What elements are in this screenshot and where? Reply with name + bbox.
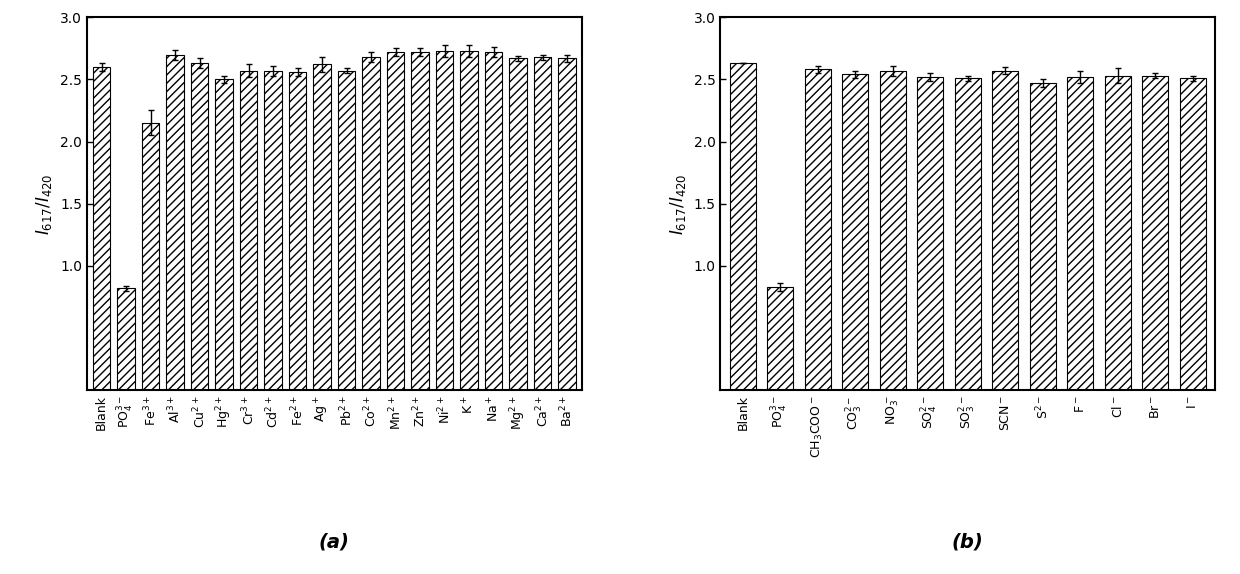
Text: (b): (b) <box>952 532 983 551</box>
Bar <box>387 52 404 390</box>
Bar <box>842 75 868 390</box>
Bar <box>955 78 981 390</box>
Bar <box>879 71 906 390</box>
Bar <box>166 55 184 390</box>
Bar <box>362 57 379 390</box>
Bar <box>191 63 208 390</box>
Bar <box>118 288 135 390</box>
Bar <box>768 287 794 390</box>
Bar <box>1068 77 1094 390</box>
Bar <box>510 59 527 390</box>
Bar <box>141 123 159 390</box>
Bar <box>216 79 233 390</box>
Bar <box>918 77 944 390</box>
Bar <box>239 71 257 390</box>
Bar <box>339 71 355 390</box>
Bar <box>729 63 756 390</box>
Bar <box>460 51 477 390</box>
Text: (a): (a) <box>319 532 350 551</box>
Y-axis label: $I_{617}/I_{420}$: $I_{617}/I_{420}$ <box>35 173 55 235</box>
Bar <box>93 67 110 390</box>
Bar <box>1105 76 1131 390</box>
Y-axis label: $I_{617}/I_{420}$: $I_{617}/I_{420}$ <box>668 173 688 235</box>
Bar <box>1179 78 1205 390</box>
Bar <box>534 57 551 390</box>
Bar <box>485 52 502 390</box>
Bar <box>1029 83 1055 390</box>
Bar <box>289 72 306 390</box>
Bar <box>436 51 453 390</box>
Bar <box>314 64 331 390</box>
Bar <box>992 71 1018 390</box>
Bar <box>558 59 575 390</box>
Bar <box>1142 76 1168 390</box>
Bar <box>412 52 429 390</box>
Bar <box>264 71 281 390</box>
Bar <box>805 69 831 390</box>
